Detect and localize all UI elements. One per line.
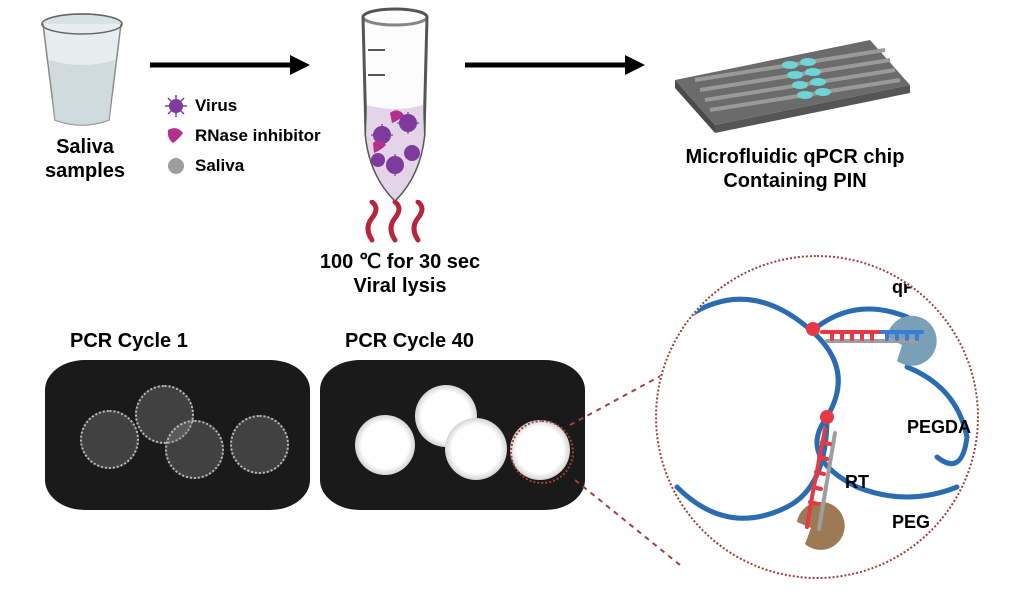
pcr1-spot xyxy=(165,420,224,479)
pcr40-spot xyxy=(355,415,415,475)
legend-virus-label: Virus xyxy=(195,96,237,116)
legend-rnase: RNase inhibitor xyxy=(165,125,321,147)
inset-rt-label: RT xyxy=(845,472,869,493)
virus-icon xyxy=(165,95,187,117)
inset-qpcr-label: qPCR xyxy=(892,277,941,298)
legend-saliva-label: Saliva xyxy=(195,156,244,176)
arrow-2 xyxy=(465,50,645,80)
pin-detail-circle: qPCR PEGDA RT PEG xyxy=(655,255,979,579)
pcr40-spot xyxy=(445,418,507,480)
legend-rnase-label: RNase inhibitor xyxy=(195,126,321,146)
pcr40-panel xyxy=(320,360,585,510)
arrow-1 xyxy=(150,50,310,80)
heat-icon xyxy=(360,200,430,245)
pcr1-spot xyxy=(230,415,289,474)
legend-saliva: Saliva xyxy=(165,155,244,177)
pcr1-spot xyxy=(80,410,139,469)
pcr1-title: PCR Cycle 1 xyxy=(70,330,188,353)
pcr40-title: PCR Cycle 40 xyxy=(345,330,474,353)
saliva-samples-label: Saliva samples xyxy=(20,135,150,183)
legend-virus: Virus xyxy=(165,95,237,117)
inset-peg-label: PEG xyxy=(892,512,930,533)
saliva-cup xyxy=(35,10,130,130)
rnase-icon xyxy=(165,125,187,147)
microtube xyxy=(340,5,450,215)
chip-label: Microfluidic qPCR chip Containing PIN xyxy=(650,145,940,193)
saliva-icon xyxy=(165,155,187,177)
inset-pegda-label: PEGDA xyxy=(907,417,971,438)
lysis-label: 100 ℃ for 30 sec Viral lysis xyxy=(300,250,500,298)
pcr1-panel xyxy=(45,360,310,510)
microfluidic-chip xyxy=(650,25,930,145)
